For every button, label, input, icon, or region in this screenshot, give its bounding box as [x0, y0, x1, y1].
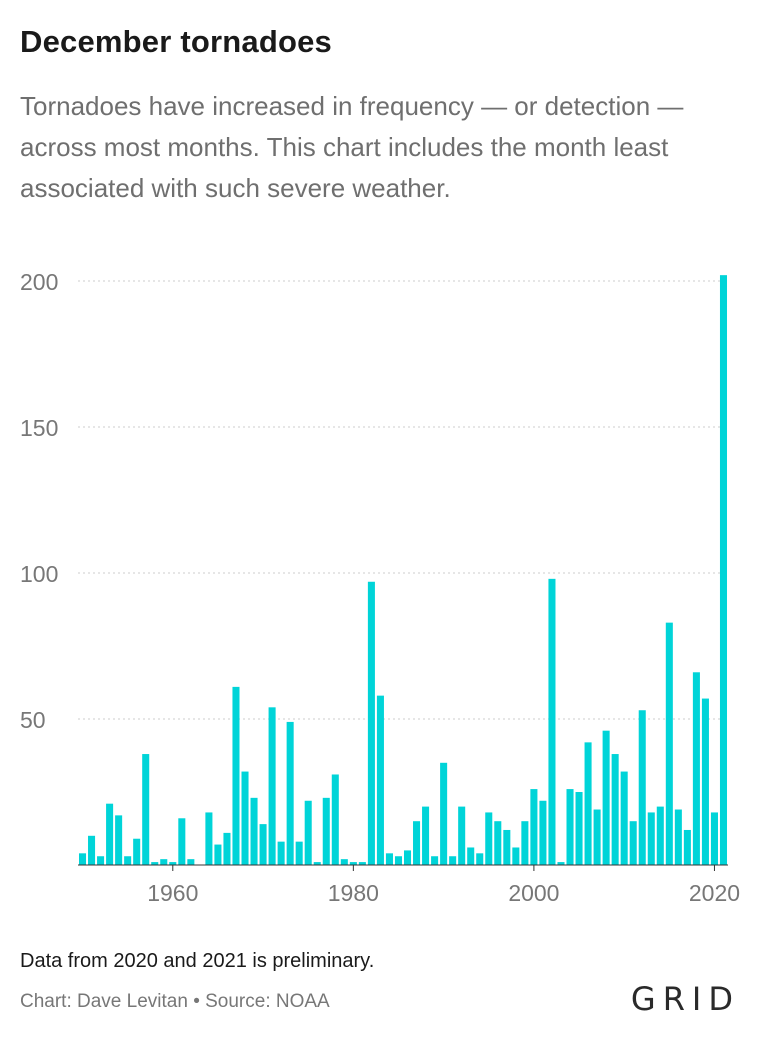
- bar-1972: [277, 841, 285, 865]
- bar-1950: [78, 853, 87, 865]
- bar-1969: [250, 797, 258, 865]
- bar-1999: [521, 821, 529, 865]
- bar-1978: [331, 774, 339, 865]
- bar-1971: [268, 707, 276, 865]
- bar-2012: [638, 710, 646, 865]
- x-tick-label: 1980: [328, 880, 379, 906]
- bar-2002: [548, 578, 556, 865]
- bar-1989: [431, 856, 439, 865]
- bar-2004: [566, 789, 574, 865]
- bar-1951: [88, 835, 96, 865]
- x-tick-label: 2000: [508, 880, 559, 906]
- grid-logo: GRID: [630, 980, 740, 1018]
- bar-2000: [530, 789, 538, 865]
- bar-1997: [503, 829, 511, 865]
- bar-2019: [701, 698, 709, 865]
- chart-credit: Chart: Dave Levitan • Source: NOAA: [20, 991, 330, 1012]
- bar-1976: [313, 862, 321, 865]
- bar-1990: [440, 762, 448, 865]
- bar-1981: [358, 862, 366, 865]
- bars: [78, 275, 728, 865]
- bar-1988: [422, 806, 430, 865]
- bar-1953: [106, 803, 114, 865]
- bar-1962: [187, 859, 195, 865]
- bar-1980: [349, 862, 357, 865]
- bar-2009: [611, 754, 619, 865]
- x-tick-label: 2020: [689, 880, 740, 906]
- y-tick-label: 150: [20, 415, 58, 441]
- bar-2007: [593, 809, 601, 865]
- bar-1968: [241, 771, 249, 865]
- bar-2001: [539, 800, 547, 865]
- bar-1991: [449, 856, 457, 865]
- bar-1955: [124, 856, 132, 865]
- bar-1960: [169, 862, 177, 865]
- bar-1998: [512, 847, 520, 865]
- bar-2015: [665, 622, 673, 865]
- bar-1954: [115, 815, 123, 865]
- bar-1987: [413, 821, 421, 865]
- bar-2003: [557, 862, 565, 865]
- y-tick-label: 100: [20, 561, 58, 587]
- bar-1985: [394, 856, 403, 865]
- bar-1996: [494, 821, 502, 865]
- bar-1983: [376, 695, 384, 865]
- bar-1958: [151, 862, 159, 865]
- bar-1966: [223, 832, 231, 865]
- chart-title: December tornadoes: [20, 24, 332, 59]
- bar-2005: [575, 792, 583, 865]
- bar-1974: [295, 841, 303, 865]
- bar-2013: [647, 812, 655, 865]
- bar-1957: [142, 754, 150, 865]
- bar-1995: [485, 812, 493, 865]
- bar-2014: [656, 806, 664, 865]
- bar-1964: [205, 812, 213, 865]
- bar-2021: [719, 275, 728, 865]
- bar-1965: [214, 844, 222, 865]
- bar-1979: [340, 859, 348, 865]
- bar-2010: [620, 771, 628, 865]
- y-axis-ticks: 50 100 150 200: [20, 269, 58, 733]
- bar-2008: [602, 730, 610, 865]
- bar-1984: [385, 853, 393, 865]
- x-tick-label: 1960: [147, 880, 198, 906]
- bar-1975: [304, 800, 312, 865]
- bar-1986: [403, 850, 412, 865]
- bar-2020: [710, 812, 718, 865]
- bar-1959: [160, 859, 168, 865]
- bar-2017: [683, 829, 691, 865]
- bar-1961: [178, 818, 186, 865]
- bar-1952: [97, 856, 105, 865]
- x-axis-ticks: 1960 1980 2000 2020: [147, 865, 740, 906]
- bar-2018: [692, 672, 700, 865]
- y-tick-label: 200: [20, 269, 58, 295]
- y-tick-label: 50: [20, 707, 46, 733]
- bar-1967: [232, 686, 240, 865]
- bar-1994: [476, 853, 484, 865]
- bar-1992: [458, 806, 466, 865]
- bar-1970: [259, 824, 267, 865]
- bar-1982: [367, 581, 375, 865]
- bar-2011: [629, 821, 637, 865]
- chart-subtitle: Tornadoes have increased in frequency — …: [20, 91, 684, 203]
- bar-2006: [584, 742, 592, 865]
- bar-1977: [322, 797, 330, 865]
- gridlines: [78, 280, 728, 720]
- bar-1973: [286, 721, 294, 865]
- bar-2016: [674, 809, 682, 865]
- bar-1956: [133, 838, 141, 865]
- bar-1993: [467, 847, 475, 865]
- bar-chart: 50 100 150 200 1960 1980 2000 2020: [20, 269, 740, 906]
- preliminary-note: Data from 2020 and 2021 is preliminary.: [20, 950, 375, 972]
